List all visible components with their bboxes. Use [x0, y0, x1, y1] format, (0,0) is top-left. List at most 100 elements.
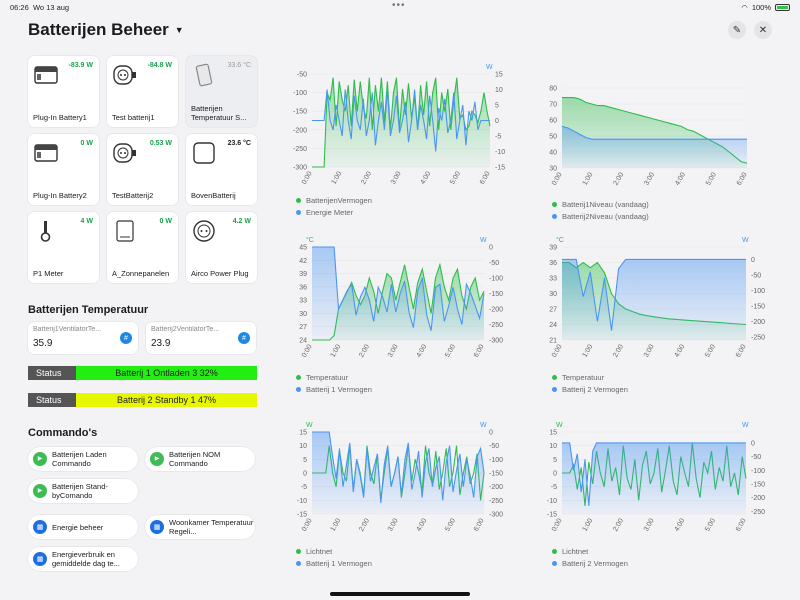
legend-item[interactable]: BatterijenVermogen [296, 196, 372, 205]
y-tick-left: 30 [299, 311, 307, 318]
x-tick: 4:00 [674, 171, 687, 186]
legend-label: Lichtnet [306, 547, 333, 556]
left-unit: °C [556, 236, 564, 244]
legend-item[interactable]: Batterij 1 Vermogen [296, 385, 372, 394]
left-unit: W [306, 422, 313, 429]
x-tick: 2:00 [613, 171, 626, 186]
edit-button[interactable]: ✎ [728, 21, 746, 39]
device-tile[interactable]: -83.9 W Plug-In Battery1 [28, 56, 99, 127]
y-tick-right: -50 [489, 260, 499, 267]
chart-1: -50 -100 -150 -200 -250 -300 15 10 5 0 -5 -10 -15 W 0:… [293, 64, 505, 196]
x-tick: 3:00 [387, 517, 400, 532]
legend-item[interactable]: Batterij 2 Vermogen [552, 559, 628, 568]
pencil-icon: ✎ [732, 24, 742, 36]
sensor-card-batterij2[interactable]: Batterij2VentilatorTe... 23.9 # [146, 322, 256, 354]
chart-svg: 45 42 39 36 33 30 27 24 0 -50 -100 -150 -200 -250 -300… [299, 236, 503, 359]
status-row-batterij1: Status Batterij 1 Ontladen 3 32% [28, 366, 257, 380]
section-title-commands: Commando's [28, 427, 98, 439]
y-tick-left: -10 [297, 498, 307, 505]
command-label: Batterijen NOM Commando [169, 450, 221, 468]
legend-item[interactable]: Lichtnet [296, 547, 332, 556]
y-tick-right: 15 [495, 72, 503, 79]
tile-value: 23.6 °C [227, 140, 251, 147]
multitasking-dots-icon[interactable]: ••• [392, 0, 406, 11]
legend-dot [552, 561, 557, 566]
device-tile[interactable]: 4 W P1 Meter [28, 212, 99, 283]
device-tile[interactable]: 0 W A_Zonnepanelen [107, 212, 178, 283]
sensor-card-batterij1[interactable]: Batterij1VentilatorTe... 35.9 # [28, 322, 138, 354]
temperature-sensor-icon [192, 63, 216, 87]
x-tick: 2:00 [612, 343, 625, 358]
y-tick-left: 5 [303, 457, 307, 464]
y-tick-right: 0 [489, 430, 493, 437]
command-button[interactable]: ▶ Batterijen Laden Commando [28, 447, 138, 471]
x-tick: 5:00 [449, 170, 462, 185]
battery-plug-icon [34, 141, 58, 165]
legend-item[interactable]: Temperatuur [552, 373, 604, 382]
sensor-label: Batterij1VentilatorTe... [33, 326, 102, 333]
legend-item[interactable]: Lichtnet [552, 547, 588, 556]
x-tick: 0:00 [551, 343, 564, 358]
y-tick-right: 0 [489, 245, 493, 252]
device-tile[interactable]: 4.2 W Airco Power Plug [186, 212, 257, 283]
command-button[interactable]: ▦ Woonkamer Temperatuur Regeli... [145, 515, 255, 539]
device-tile[interactable]: 0 W Plug-In Battery2 [28, 134, 99, 205]
legend-label: Batterij1Niveau (vandaag) [562, 200, 649, 209]
command-button[interactable]: ▶ Batterijen Stand-byComando [28, 479, 138, 503]
y-tick-left: 5 [553, 457, 557, 464]
legend-dot [296, 198, 301, 203]
command-button[interactable]: ▶ Batterijen NOM Commando [145, 447, 255, 471]
legend-item[interactable]: Temperatuur [296, 373, 348, 382]
status-key: Status [28, 366, 76, 380]
legend-item[interactable]: Energie Meter [296, 208, 353, 217]
x-tick: 0:00 [551, 171, 564, 186]
close-icon: ✕ [758, 24, 768, 36]
y-tick-right: 0 [751, 257, 755, 264]
tile-value: 4.2 W [232, 218, 251, 225]
command-button[interactable]: ▦ Energieverbruik en gemiddelde dag te... [28, 547, 138, 571]
tile-value: 4 W [80, 218, 93, 225]
legend-label: Batterij 1 Vermogen [306, 559, 372, 568]
y-tick-left: 36 [549, 260, 557, 267]
device-tile[interactable]: -84.8 W Test batterij1 [107, 56, 178, 127]
x-tick: 5:00 [704, 343, 717, 358]
close-button[interactable]: ✕ [754, 21, 772, 39]
play-icon: ▶ [33, 452, 47, 466]
x-tick: 1:00 [582, 171, 595, 186]
x-tick: 1:00 [330, 343, 343, 358]
y-tick-left: 30 [549, 291, 557, 298]
y-tick-right: 10 [495, 87, 503, 94]
sensor-value: 35.9 [33, 338, 53, 349]
x-tick: 6:00 [473, 517, 486, 532]
dashboard-title[interactable]: Batterijen Beheer ▼ [28, 20, 184, 40]
series-line [312, 431, 485, 504]
home-indicator[interactable] [330, 592, 470, 596]
device-tile[interactable]: 0.53 W TestBatterij2 [107, 134, 178, 205]
y-tick-right: -100 [751, 288, 765, 295]
series-area [562, 442, 746, 514]
y-tick-left: 27 [549, 307, 557, 314]
legend-item[interactable]: Batterij 2 Vermogen [552, 385, 628, 394]
tile-value: 0 W [159, 218, 172, 225]
legend-item[interactable]: Batterij1Niveau (vandaag) [552, 200, 649, 209]
y-tick-left: 10 [299, 443, 307, 450]
tile-name: BovenBatterij [191, 191, 236, 200]
right-unit: W [742, 237, 749, 244]
x-tick: 0:00 [301, 517, 314, 532]
y-tick-left: 0 [553, 471, 557, 478]
legend-item[interactable]: Batterij2Niveau (vandaag) [552, 212, 649, 221]
command-button[interactable]: ▦ Energie beheer [28, 515, 138, 539]
x-tick: 1:00 [582, 343, 595, 358]
legend-item[interactable]: Batterij 1 Vermogen [296, 559, 372, 568]
y-tick-left: -200 [293, 127, 307, 134]
legend-dot [296, 210, 301, 215]
sensor-label: Batterij2VentilatorTe... [151, 326, 220, 333]
device-tile[interactable]: 23.6 °C BovenBatterij [186, 134, 257, 205]
device-tile[interactable]: 33.6 °C Batterijen Temperatuur S... [186, 56, 257, 127]
chart-svg: 39 36 33 30 27 24 21 0 -50 -100 -150 -200 -250 °C W 0:0… [549, 236, 765, 359]
sensor-box-icon [192, 141, 216, 165]
command-label: Batterijen Stand-byComando [52, 482, 108, 500]
legend-label: Temperatuur [306, 373, 349, 382]
power-plug-icon [192, 219, 216, 243]
